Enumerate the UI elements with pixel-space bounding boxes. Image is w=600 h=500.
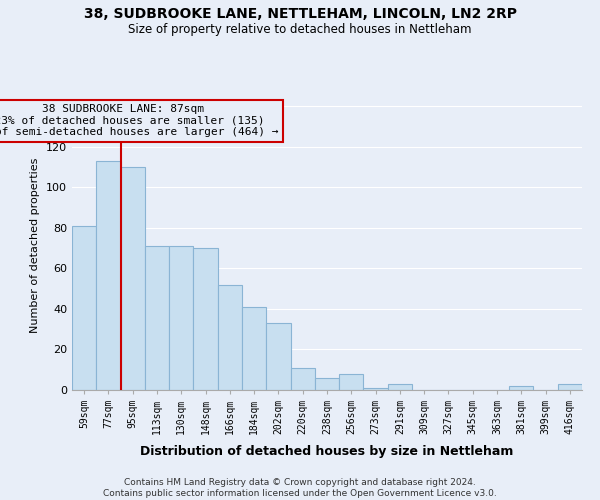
Bar <box>364 388 388 390</box>
Bar <box>72 226 96 390</box>
Bar <box>315 378 339 390</box>
Bar <box>339 374 364 390</box>
Bar <box>193 248 218 390</box>
Bar <box>218 284 242 390</box>
Text: 38, SUDBROOKE LANE, NETTLEHAM, LINCOLN, LN2 2RP: 38, SUDBROOKE LANE, NETTLEHAM, LINCOLN, … <box>83 8 517 22</box>
Bar <box>388 384 412 390</box>
Bar <box>509 386 533 390</box>
Bar <box>242 307 266 390</box>
Bar <box>558 384 582 390</box>
Bar <box>169 246 193 390</box>
Bar <box>96 161 121 390</box>
Bar <box>121 167 145 390</box>
X-axis label: Distribution of detached houses by size in Nettleham: Distribution of detached houses by size … <box>140 446 514 458</box>
Bar <box>145 246 169 390</box>
Bar <box>290 368 315 390</box>
Y-axis label: Number of detached properties: Number of detached properties <box>31 158 40 332</box>
Text: Contains HM Land Registry data © Crown copyright and database right 2024.
Contai: Contains HM Land Registry data © Crown c… <box>103 478 497 498</box>
Text: 38 SUDBROOKE LANE: 87sqm
← 23% of detached houses are smaller (135)
77% of semi-: 38 SUDBROOKE LANE: 87sqm ← 23% of detach… <box>0 104 278 138</box>
Bar <box>266 323 290 390</box>
Text: Size of property relative to detached houses in Nettleham: Size of property relative to detached ho… <box>128 22 472 36</box>
